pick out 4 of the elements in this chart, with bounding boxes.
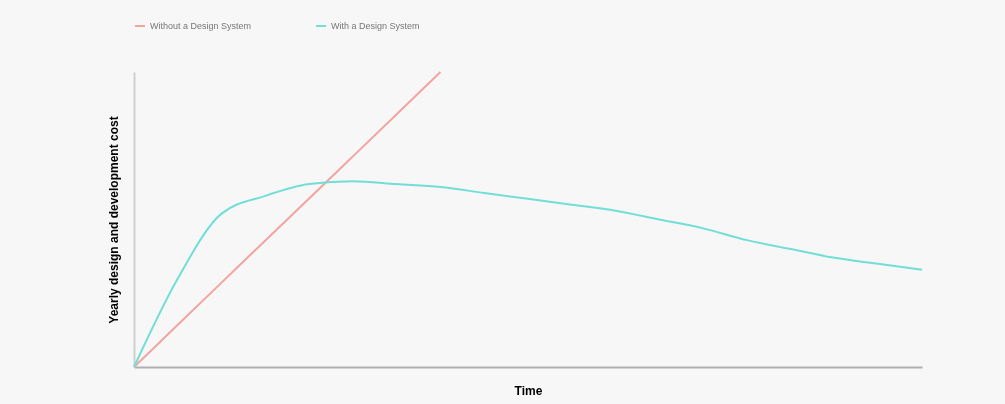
x-axis-title: Time xyxy=(514,383,543,398)
legend-label: With a Design System xyxy=(331,21,420,31)
legend-label: Without a Design System xyxy=(150,21,252,31)
y-axis-title: Yearly design and development cost xyxy=(106,116,121,324)
